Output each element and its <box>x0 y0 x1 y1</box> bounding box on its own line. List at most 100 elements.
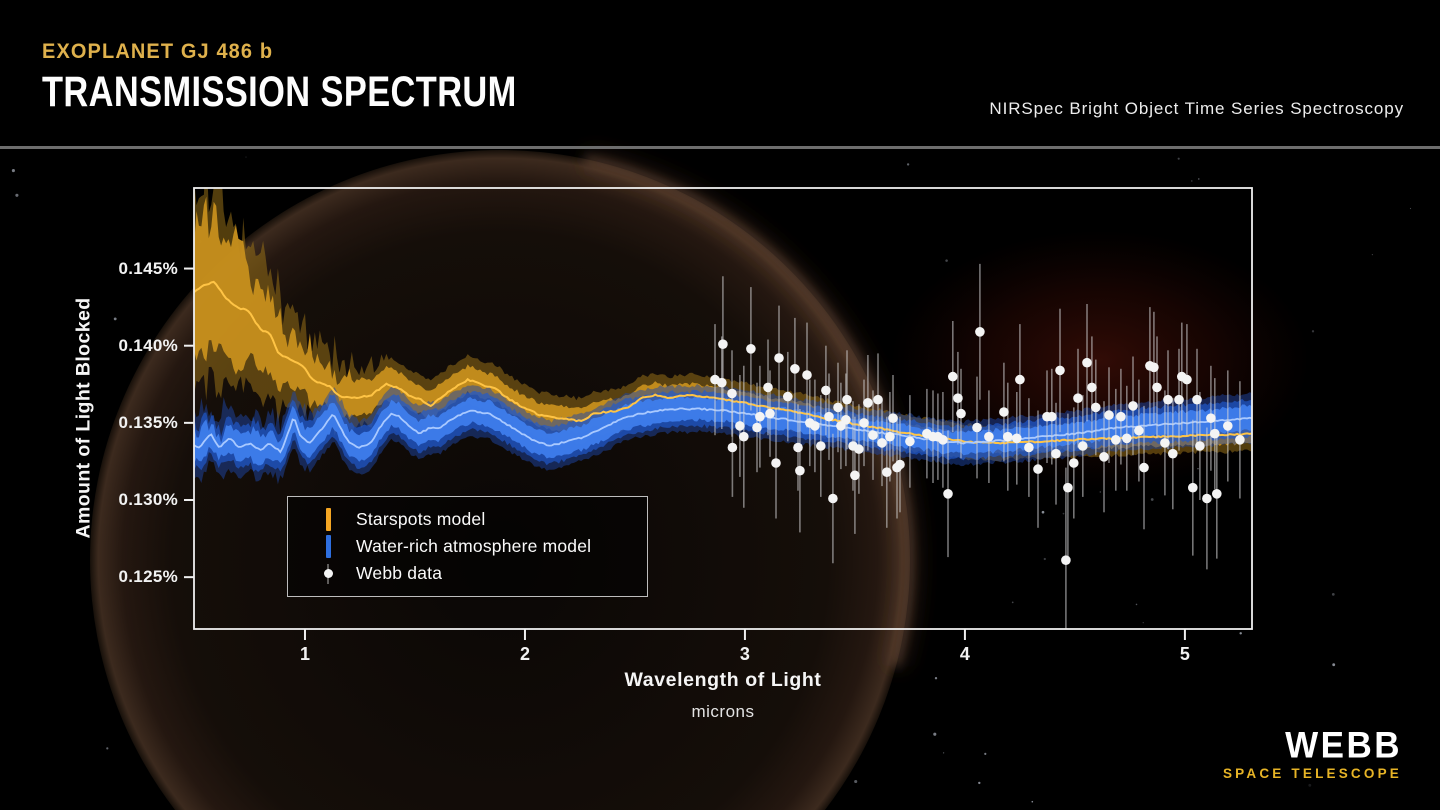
star <box>1197 468 1199 470</box>
star <box>822 794 826 798</box>
data-point <box>984 431 994 442</box>
data-point <box>805 418 815 428</box>
star <box>272 514 275 517</box>
star <box>1114 433 1117 436</box>
data-point <box>943 489 953 499</box>
red-star-glow <box>890 230 1310 490</box>
data-point <box>882 467 892 478</box>
data-point <box>842 394 852 405</box>
data-point <box>836 421 846 431</box>
starspots-inner-band <box>194 196 1252 455</box>
data-point <box>1188 482 1198 493</box>
star <box>1099 491 1102 493</box>
data-point <box>783 391 793 402</box>
data-point <box>1082 357 1092 368</box>
data-point <box>1128 401 1138 411</box>
star <box>1239 632 1242 635</box>
data-point <box>763 382 773 393</box>
star <box>580 787 583 790</box>
star <box>530 431 533 434</box>
star <box>875 632 879 636</box>
star <box>113 317 117 321</box>
star <box>152 723 156 727</box>
star <box>1041 510 1045 514</box>
star <box>984 752 987 756</box>
data-point <box>816 441 826 451</box>
star <box>877 710 879 713</box>
star <box>1031 800 1034 803</box>
star <box>611 167 614 169</box>
data-point <box>1055 365 1065 376</box>
star <box>1308 783 1312 787</box>
data-point <box>1111 435 1121 445</box>
data-point <box>795 465 805 476</box>
blue-bar-icon <box>325 535 331 558</box>
header-subtitle: NIRSpec Bright Object Time Series Spectr… <box>989 99 1404 118</box>
star <box>221 343 224 346</box>
data-point <box>1149 362 1159 373</box>
webb-data-marker-icon <box>312 563 344 584</box>
water-model-marker-icon <box>312 535 344 558</box>
data-point <box>1047 411 1057 422</box>
data-point <box>938 435 948 445</box>
star <box>942 752 945 754</box>
chart-legend: Starspots model Water-rich atmosphere mo… <box>287 496 648 597</box>
star <box>1332 663 1336 667</box>
star <box>762 744 765 747</box>
webb-logo-wordmark: WEBB <box>1285 724 1402 766</box>
star <box>1011 601 1014 604</box>
data-point <box>1202 493 1212 504</box>
data-point <box>1177 371 1187 382</box>
y-tick-label: 0.125% <box>118 567 178 587</box>
data-point <box>1104 410 1114 420</box>
star <box>250 417 253 420</box>
star <box>258 316 261 319</box>
data-point <box>854 444 864 454</box>
star <box>325 790 328 793</box>
data-point <box>833 402 843 413</box>
starspots-model-marker-icon <box>312 508 344 531</box>
orange-bar-icon <box>325 508 331 531</box>
data-point <box>1091 402 1101 413</box>
data-point <box>774 353 784 363</box>
data-point <box>790 364 800 374</box>
data-point <box>1160 438 1170 448</box>
data-point <box>1073 393 1083 404</box>
data-point <box>1015 374 1025 385</box>
star <box>15 193 19 197</box>
star <box>854 779 858 784</box>
data-point <box>765 408 775 419</box>
star <box>198 240 202 244</box>
data-point <box>888 413 898 424</box>
data-point <box>828 493 838 504</box>
star <box>752 408 756 412</box>
star <box>528 387 532 391</box>
x-tick-label: 5 <box>1179 644 1190 664</box>
data-point <box>710 374 720 385</box>
star <box>355 724 358 727</box>
data-point <box>885 431 895 442</box>
data-point <box>727 442 738 453</box>
star <box>1371 253 1374 256</box>
data-point <box>1163 394 1173 405</box>
star <box>1198 178 1200 180</box>
y-tick-label: 0.135% <box>118 412 178 432</box>
star <box>245 156 247 158</box>
star <box>978 781 981 785</box>
legend-label: Starspots model <box>356 509 486 529</box>
star <box>1150 498 1154 501</box>
data-point <box>1206 413 1216 424</box>
data-point <box>746 344 756 354</box>
data-point <box>956 408 966 419</box>
data-point <box>953 393 963 404</box>
data-point <box>928 431 938 442</box>
data-point <box>727 388 737 399</box>
data-point <box>892 462 902 473</box>
data-point <box>739 431 749 442</box>
star <box>129 597 132 601</box>
data-point <box>1051 448 1061 459</box>
y-tick-label: 0.140% <box>118 335 178 355</box>
star <box>273 565 275 567</box>
star <box>1135 603 1138 606</box>
data-point <box>1033 464 1043 474</box>
